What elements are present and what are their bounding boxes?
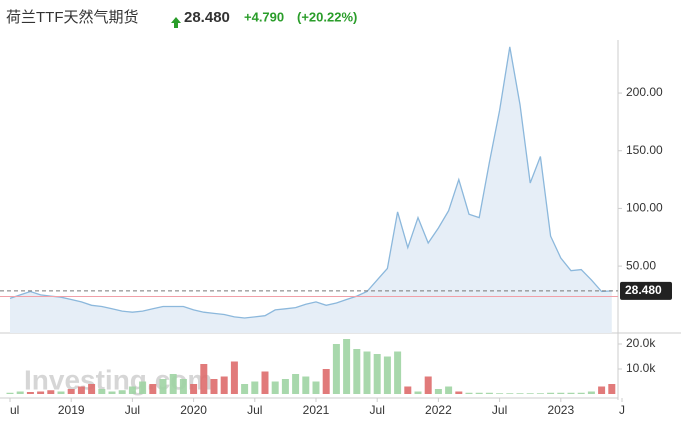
volume-bar bbox=[383, 356, 391, 394]
volume-bar bbox=[149, 384, 157, 394]
up-arrow bbox=[171, 17, 181, 28]
x-tick-label: Jul bbox=[370, 403, 385, 417]
volume-bar bbox=[210, 379, 218, 394]
volume-bar bbox=[312, 381, 320, 394]
volume-bar bbox=[281, 379, 289, 394]
volume-bar bbox=[404, 386, 412, 394]
x-tick-label: 2023 bbox=[547, 403, 574, 417]
volume-bar bbox=[516, 393, 524, 394]
volume-bar bbox=[230, 361, 238, 394]
volume-bar bbox=[57, 391, 65, 394]
volume-bar bbox=[118, 390, 126, 394]
volume-bar bbox=[292, 374, 300, 394]
volume-bar bbox=[557, 392, 565, 394]
volume-bar bbox=[373, 354, 381, 394]
volume-bar bbox=[37, 391, 45, 394]
volume-bar bbox=[169, 374, 177, 394]
volume-bar bbox=[251, 381, 259, 394]
volume-bar bbox=[241, 384, 249, 394]
x-tick-label: ul bbox=[10, 403, 19, 417]
line bbox=[9, 46, 612, 319]
volume-bar bbox=[465, 392, 473, 394]
x-tick-label: 2021 bbox=[303, 403, 330, 417]
volume-bar bbox=[475, 392, 483, 394]
volume-bar bbox=[322, 369, 330, 394]
volume-bar bbox=[26, 392, 34, 394]
volume-bar bbox=[98, 389, 106, 394]
y-tick-label: 200.00 bbox=[626, 85, 663, 99]
y-tick-label: 50.00 bbox=[626, 258, 656, 272]
volume-tick-label: 20.0k bbox=[626, 336, 656, 350]
volume-bar bbox=[6, 392, 14, 394]
price: 28.480 bbox=[184, 9, 230, 26]
y-tick-label: 100.00 bbox=[626, 201, 663, 215]
volume-bar bbox=[353, 349, 361, 394]
volume-bar bbox=[332, 344, 340, 394]
volume-bar bbox=[302, 376, 310, 394]
volume-bar bbox=[445, 386, 453, 394]
volume-bar bbox=[455, 391, 463, 394]
volume-bar bbox=[567, 392, 575, 394]
volume-bar bbox=[343, 339, 351, 394]
volume-bar bbox=[577, 392, 585, 394]
volume-bar bbox=[200, 364, 208, 394]
change-pct: (+20.22%) bbox=[297, 9, 357, 24]
volume-bar bbox=[67, 389, 75, 394]
x-tick-label: J bbox=[619, 403, 625, 417]
volume-bar bbox=[506, 393, 514, 394]
volume-bar bbox=[77, 386, 85, 394]
volume-bar bbox=[220, 376, 228, 394]
x-tick-label: Jul bbox=[247, 403, 262, 417]
x-tick-label: 2020 bbox=[180, 403, 207, 417]
volume-bar bbox=[190, 384, 198, 394]
volume-bar bbox=[608, 384, 616, 394]
volume-bar bbox=[159, 379, 167, 394]
volume-bar bbox=[179, 379, 187, 394]
x-tick-label: Jul bbox=[492, 403, 507, 417]
volume-bar bbox=[139, 381, 147, 394]
y-tick-label: 150.00 bbox=[626, 143, 663, 157]
volume-bar bbox=[587, 391, 595, 394]
volume-bar bbox=[394, 351, 402, 394]
x-tick-label: 2019 bbox=[58, 403, 85, 417]
volume-bar bbox=[363, 351, 371, 394]
volume-bar bbox=[16, 391, 24, 394]
volume-bar bbox=[261, 371, 269, 394]
volume-bar bbox=[128, 386, 136, 394]
volume-bar bbox=[526, 393, 534, 394]
last-price-label: 28.480 bbox=[625, 283, 662, 297]
volume-bar bbox=[547, 392, 555, 394]
volume-bar bbox=[414, 391, 422, 394]
volume-bar bbox=[47, 390, 55, 394]
volume-tick-label: 10.0k bbox=[626, 361, 656, 375]
volume-bar bbox=[424, 376, 432, 394]
x-tick-label: 2022 bbox=[425, 403, 452, 417]
volume-bar bbox=[485, 392, 493, 394]
volume-bar bbox=[598, 386, 606, 394]
change: +4.790 bbox=[244, 9, 284, 24]
volume-bar bbox=[108, 391, 116, 394]
chart-title: 荷兰TTF天然气期货 bbox=[6, 9, 139, 26]
x-tick-label: Jul bbox=[125, 403, 140, 417]
volume-bar bbox=[271, 381, 279, 394]
volume-bar bbox=[88, 384, 96, 394]
area bbox=[10, 46, 612, 334]
volume-bar bbox=[434, 389, 442, 394]
last-price-tag bbox=[620, 281, 672, 300]
volume-bar bbox=[536, 393, 544, 394]
volume-bar bbox=[496, 393, 504, 394]
